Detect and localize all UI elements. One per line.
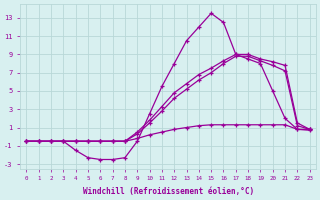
X-axis label: Windchill (Refroidissement éolien,°C): Windchill (Refroidissement éolien,°C) bbox=[83, 187, 254, 196]
